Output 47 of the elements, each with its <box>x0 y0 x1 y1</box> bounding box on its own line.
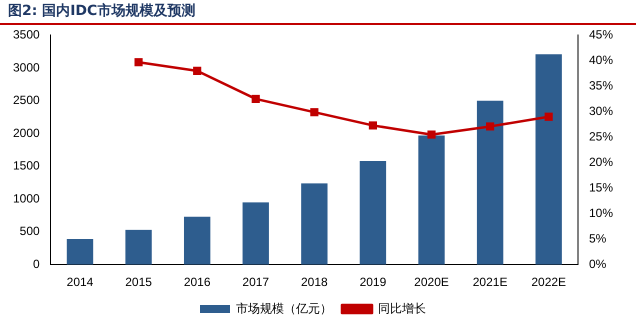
y-tick-label: 3000 <box>12 60 40 74</box>
bar <box>360 161 386 265</box>
legend-label: 同比增长 <box>378 301 426 316</box>
bar <box>301 183 328 265</box>
point <box>134 58 143 66</box>
y2-tick-label: 45% <box>588 28 614 42</box>
bar <box>418 135 445 265</box>
bar <box>66 239 94 265</box>
x-tick-label: 2022E <box>531 275 566 290</box>
bar <box>476 100 504 265</box>
point <box>486 122 494 131</box>
point <box>427 130 436 139</box>
x-tick-label: 2014 <box>66 275 94 290</box>
x-tick-label: 2019 <box>360 275 387 290</box>
y-tick-label: 0 <box>33 256 40 271</box>
y-tick-label: 3500 <box>12 28 40 42</box>
point <box>193 66 202 75</box>
x-tick-label: 2021E <box>472 275 508 290</box>
y2-tick-label: 25% <box>588 129 614 144</box>
point <box>368 121 378 130</box>
bar <box>125 230 152 265</box>
legend-label: 市场规模（亿元） <box>236 301 332 316</box>
chart-title: 图2: 国内IDC市场规模及预测 <box>0 0 636 25</box>
y-tick-label: 1000 <box>12 191 40 206</box>
y2-tick-label: 0% <box>588 256 607 271</box>
x-tick-label: 2015 <box>125 275 152 290</box>
y2-tick-label: 10% <box>588 206 614 220</box>
y2-tick-label: 5% <box>588 231 607 246</box>
x-tick-label: 2016 <box>184 275 211 290</box>
y2-tick-label: 40% <box>588 53 614 67</box>
x-tick-label: 2020E <box>414 275 449 290</box>
y-tick-label: 2500 <box>12 93 40 108</box>
x-tick-label: 2017 <box>242 275 270 290</box>
y-tick-label: 1500 <box>12 158 40 173</box>
y-tick-label: 500 <box>20 224 40 238</box>
point <box>310 108 318 116</box>
point <box>544 112 553 121</box>
y2-tick-label: 30% <box>588 104 614 118</box>
y2-tick-label: 35% <box>588 78 614 92</box>
bar <box>184 216 210 265</box>
y2-tick-label: 20% <box>588 154 614 169</box>
y2-tick-label: 15% <box>588 180 614 194</box>
point <box>252 94 260 103</box>
x-tick-label: 2018 <box>300 275 328 290</box>
y-tick-label: 2000 <box>12 126 40 140</box>
bar <box>536 54 562 265</box>
bar <box>242 202 269 265</box>
